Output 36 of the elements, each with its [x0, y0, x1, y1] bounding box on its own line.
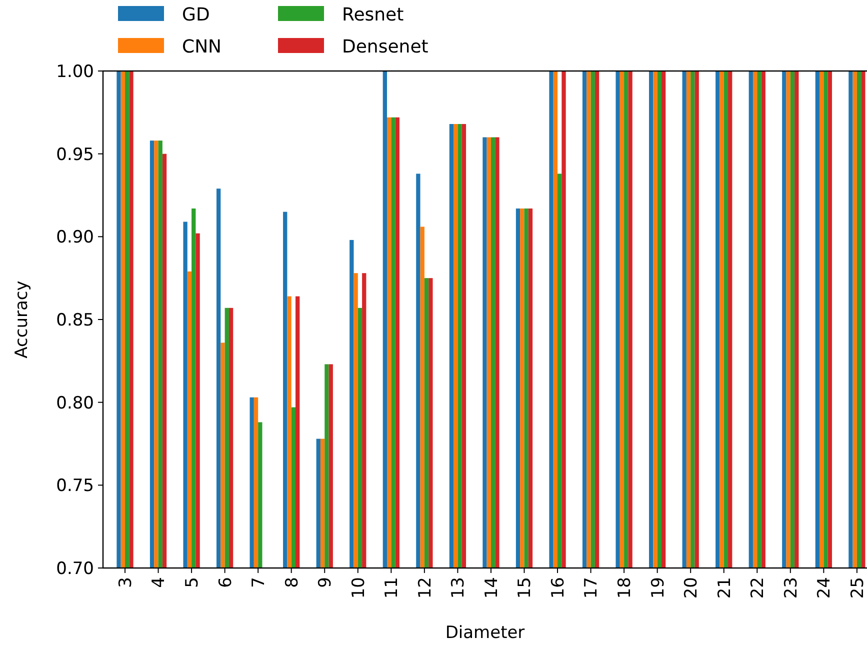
x-tick-label: 13: [448, 577, 469, 599]
x-tick-label: 18: [615, 577, 635, 599]
x-tick-label: 24: [814, 577, 835, 599]
y-tick-label: 1.00: [56, 62, 94, 82]
x-tick-label: 25: [848, 577, 867, 599]
x-tick-label: 20: [682, 577, 702, 599]
x-tick-label: 7: [249, 577, 270, 588]
x-tick-label: 22: [748, 577, 768, 599]
x-tick-label: 21: [714, 577, 735, 599]
x-tick-label: 9: [316, 577, 336, 588]
x-tick-label: 23: [781, 577, 802, 599]
legend-label: GD: [182, 4, 210, 26]
x-tick-label: 15: [515, 577, 536, 599]
legend-label: Resnet: [342, 4, 404, 26]
x-tick-label: 10: [348, 577, 369, 599]
x-tick-label: 17: [582, 577, 602, 599]
y-tick-label: 0.70: [56, 558, 94, 579]
x-tick-label: 14: [482, 577, 502, 599]
legend-label: CNN: [182, 36, 222, 58]
y-tick-label: 0.85: [56, 310, 94, 330]
y-tick-label: 0.90: [56, 228, 94, 248]
x-axis-title: Diameter: [445, 623, 525, 643]
legend-label: Densenet: [342, 36, 428, 58]
x-tick-label: 5: [182, 577, 202, 588]
x-tick-label: 19: [648, 577, 668, 599]
x-tick-label: 4: [149, 577, 170, 588]
x-tick-label: 11: [382, 577, 402, 599]
y-tick-label: 0.95: [56, 144, 94, 165]
x-tick-label: 8: [282, 577, 302, 588]
x-tick-label: 16: [548, 577, 568, 599]
x-tick-label: 6: [216, 577, 236, 588]
x-tick-label: 12: [415, 577, 436, 599]
y-tick-label: 0.75: [56, 476, 94, 496]
y-tick-label: 0.80: [56, 393, 94, 414]
x-tick-label: 3: [116, 577, 136, 588]
y-axis-title: Accuracy: [12, 280, 32, 358]
